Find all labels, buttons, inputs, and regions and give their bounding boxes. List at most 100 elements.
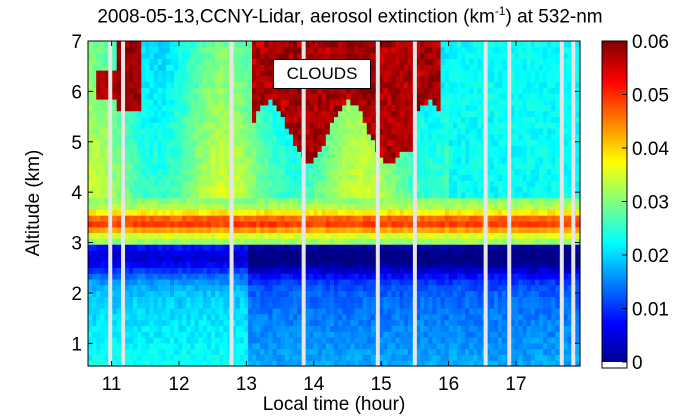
- heatmap-cell: [350, 302, 356, 309]
- heatmap-cell: [432, 319, 438, 326]
- heatmap-cell: [153, 226, 159, 234]
- heatmap-cell: [256, 313, 261, 321]
- heatmap-cell: [198, 284, 204, 292]
- heatmap-cell: [383, 267, 388, 274]
- heatmap-cell: [338, 354, 343, 361]
- heatmap-cell: [293, 41, 298, 48]
- heatmap-cell: [399, 110, 405, 118]
- heatmap-cell: [288, 133, 294, 141]
- heatmap-cell: [137, 360, 142, 367]
- heatmap-cell: [288, 197, 294, 205]
- heatmap-cell: [170, 244, 175, 251]
- heatmap-cell: [215, 331, 220, 338]
- heatmap-cell: [112, 249, 118, 257]
- heatmap-cell: [133, 261, 138, 268]
- heatmap-cell: [366, 238, 372, 245]
- heatmap-cell: [444, 220, 450, 228]
- heatmap-cell: [186, 58, 192, 65]
- heatmap-cell: [104, 162, 110, 170]
- heatmap-cell: [383, 174, 388, 181]
- heatmap-cell: [104, 348, 110, 355]
- heatmap-cell: [416, 249, 421, 257]
- heatmap-cell: [272, 145, 278, 152]
- heatmap-cell: [129, 261, 134, 268]
- heatmap-cell: [440, 197, 446, 205]
- heatmap-cell: [428, 162, 433, 170]
- heatmap-cell: [247, 215, 253, 222]
- heatmap-cell: [194, 354, 200, 361]
- heatmap-cell: [317, 151, 323, 158]
- heatmap-cell: [170, 174, 175, 181]
- heatmap-cell: [334, 157, 339, 164]
- heatmap-cell: [403, 302, 409, 309]
- heatmap-cell: [395, 139, 401, 147]
- heatmap-cell: [407, 52, 413, 60]
- heatmap-cell: [452, 336, 458, 344]
- heatmap-cell: [178, 87, 183, 94]
- heatmap-cell: [215, 151, 220, 158]
- heatmap-cell: [391, 238, 397, 245]
- heatmap-cell: [260, 168, 265, 176]
- heatmap-cell: [428, 186, 433, 193]
- heatmap-cell: [321, 226, 327, 234]
- heatmap-cell: [342, 313, 347, 321]
- heatmap-cell: [399, 278, 405, 286]
- heatmap-cell: [100, 360, 105, 367]
- heatmap-cell: [370, 41, 376, 48]
- heatmap-cell: [395, 87, 401, 94]
- heatmap-cell: [202, 354, 208, 361]
- heatmap-cell: [399, 226, 405, 234]
- heatmap-cell: [174, 336, 179, 344]
- heatmap-cell: [395, 110, 401, 118]
- heatmap-cell: [329, 220, 335, 228]
- heatmap-cell: [116, 41, 122, 48]
- heatmap-cell: [309, 302, 315, 309]
- heatmap-cell: [174, 186, 179, 193]
- heatmap-cell: [124, 261, 130, 268]
- heatmap-cell: [440, 273, 446, 280]
- heatmap-cell: [239, 151, 245, 158]
- heatmap-cell: [235, 307, 241, 315]
- heatmap-cell: [268, 75, 274, 83]
- heatmap-cell: [219, 151, 224, 158]
- heatmap-cell: [366, 122, 372, 129]
- heatmap-cell: [448, 64, 454, 71]
- heatmap-cell: [317, 133, 323, 141]
- heatmap-cell: [428, 273, 433, 280]
- heatmap-cell: [362, 290, 368, 297]
- heatmap-cell: [260, 284, 265, 292]
- heatmap-cell: [174, 151, 179, 158]
- heatmap-cell: [206, 157, 212, 164]
- heatmap-cell: [219, 261, 224, 268]
- heatmap-cell: [100, 331, 105, 338]
- heatmap-cell: [141, 151, 146, 158]
- heatmap-cell: [428, 41, 433, 48]
- heatmap-cell: [342, 104, 347, 112]
- heatmap-cell: [416, 238, 421, 245]
- heatmap-cell: [129, 209, 134, 216]
- heatmap-cell: [231, 302, 237, 309]
- heatmap-cell: [235, 342, 241, 350]
- heatmap-cell: [395, 290, 401, 297]
- heatmap-cell: [334, 104, 339, 112]
- heatmap-cell: [231, 191, 237, 199]
- heatmap-cell: [313, 273, 319, 280]
- heatmap-cell: [272, 110, 278, 118]
- heatmap-cell: [190, 87, 196, 94]
- heatmap-cell: [223, 145, 228, 152]
- heatmap-cell: [293, 296, 298, 303]
- heatmap-cell: [379, 203, 384, 210]
- heatmap-cell: [440, 284, 446, 292]
- heatmap-cell: [395, 145, 401, 152]
- heatmap-cell: [420, 261, 425, 268]
- heatmap-cell: [436, 302, 442, 309]
- heatmap-cell: [186, 238, 192, 245]
- heatmap-cell: [129, 46, 134, 54]
- heatmap-cell: [256, 75, 261, 83]
- heatmap-cell: [133, 325, 138, 332]
- heatmap-cell: [88, 302, 93, 309]
- heatmap-cell: [239, 319, 245, 326]
- heatmap-cell: [243, 151, 249, 158]
- heatmap-cell: [350, 336, 356, 344]
- heatmap-cell: [309, 93, 315, 100]
